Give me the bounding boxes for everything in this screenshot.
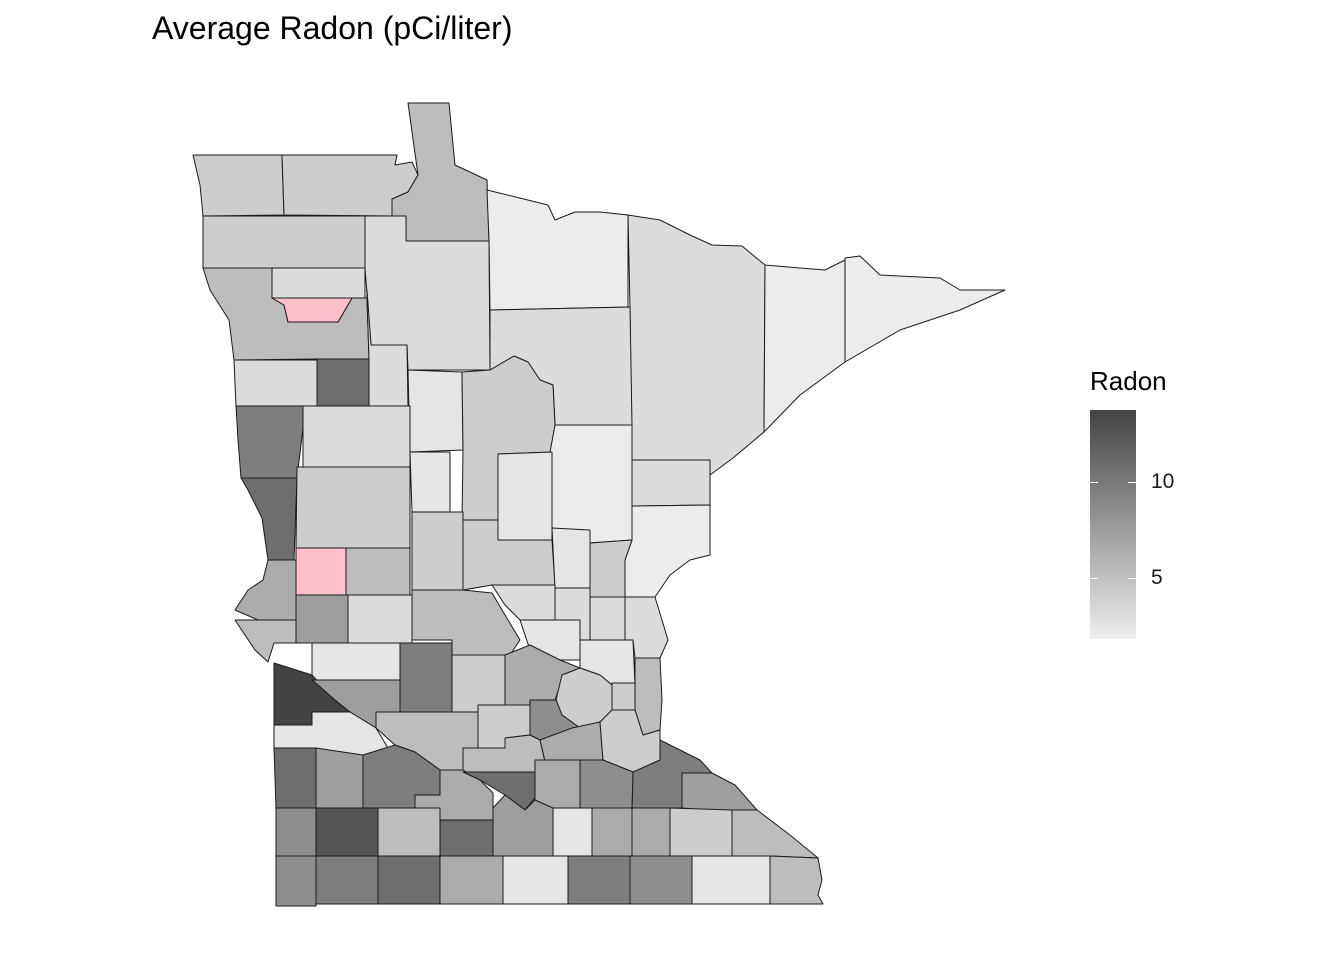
county-red-lake (271, 297, 353, 323)
county-big-stone (234, 619, 297, 663)
county-pipestone (275, 807, 317, 857)
county-mille-lacs (551, 527, 591, 589)
county-lyon (315, 747, 364, 809)
county-olmsted (669, 807, 733, 857)
county-jackson (377, 855, 441, 905)
county-faribault (502, 855, 569, 905)
county-hubbard (407, 369, 464, 453)
legend-tick-5 (1128, 578, 1136, 579)
legend-tick-10 (1090, 482, 1098, 483)
county-pine (624, 504, 711, 598)
county-pope (347, 594, 413, 644)
county-st-louis (627, 214, 766, 476)
county-meeker (451, 654, 506, 713)
county-lake (763, 259, 846, 433)
county-rock (275, 855, 317, 907)
county-todd (411, 511, 464, 591)
county-waseca (552, 807, 593, 857)
county-mahnomen (316, 358, 370, 407)
county-grant (295, 547, 347, 596)
county-kittson (192, 154, 285, 217)
county-pennington (271, 267, 366, 299)
county-watonwan (439, 819, 494, 857)
legend-label-10: 10 (1151, 470, 1175, 493)
county-ramsey (611, 682, 636, 711)
county-houston (769, 855, 824, 905)
county-le-sueur (534, 759, 581, 809)
county-mower (629, 855, 693, 905)
county-norman (233, 359, 318, 407)
county-otter-tail (295, 466, 411, 549)
county-lincoln (273, 747, 317, 809)
county-koochiching (486, 189, 629, 311)
county-steele (591, 807, 633, 857)
legend-tick-10 (1128, 482, 1136, 483)
county-aitkin (549, 424, 633, 544)
county-swift (311, 642, 401, 681)
county-wilkin (240, 477, 298, 561)
county-rice (579, 759, 634, 809)
county-becker (302, 405, 411, 468)
county-traverse (234, 559, 297, 621)
county-dodge (631, 807, 671, 857)
legend-label-5: 5 (1151, 566, 1163, 589)
county-kandiyohi (399, 642, 453, 713)
county-cottonwood (377, 807, 441, 857)
county-chisago (589, 596, 626, 641)
county-murray (315, 807, 379, 857)
county-stevens (295, 594, 349, 644)
legend-title: Radon (1090, 366, 1167, 396)
county-fillmore (691, 855, 771, 905)
county-clay (235, 405, 304, 479)
county-wadena (409, 451, 451, 513)
county-marshall (202, 215, 366, 269)
county-crow-wing (497, 451, 553, 541)
county-stearns (411, 589, 521, 656)
map-title: Average Radon (pCi/liter) (152, 10, 513, 46)
legend-tick-5 (1090, 578, 1098, 579)
county-nobles (315, 855, 379, 905)
county-winona (731, 809, 819, 859)
county-wabasha (681, 772, 758, 813)
county-martin (439, 855, 504, 905)
county-freeborn (567, 855, 631, 905)
county-cook (844, 255, 1006, 363)
county-douglas (345, 547, 411, 596)
county-carlton (631, 459, 711, 507)
legend-colorbar (1090, 410, 1136, 639)
